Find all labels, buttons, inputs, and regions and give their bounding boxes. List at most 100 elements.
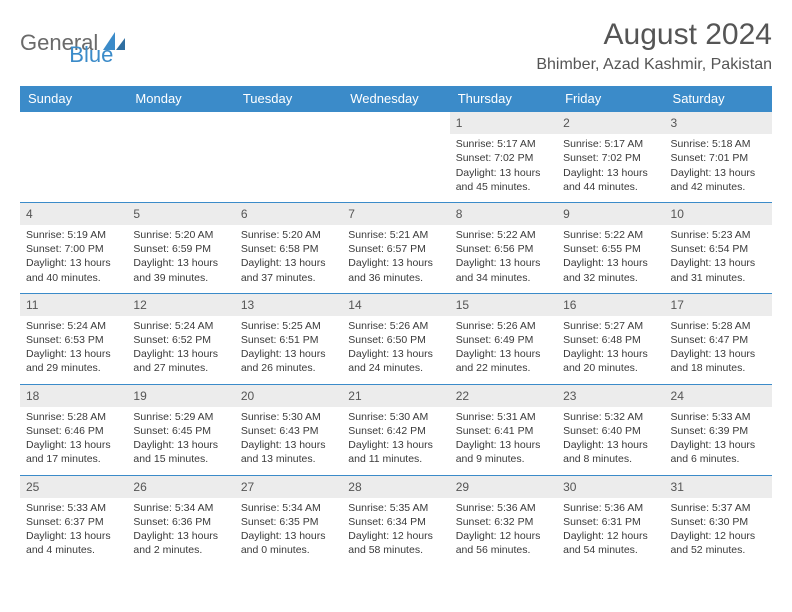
calendar-day-cell: [342, 112, 449, 203]
day-number: 2: [557, 112, 664, 134]
day-body: Sunrise: 5:23 AMSunset: 6:54 PMDaylight:…: [665, 225, 772, 293]
sunset-text: Sunset: 6:34 PM: [348, 515, 443, 529]
day-body: Sunrise: 5:22 AMSunset: 6:55 PMDaylight:…: [557, 225, 664, 293]
calendar-day-cell: 27Sunrise: 5:34 AMSunset: 6:35 PMDayligh…: [235, 475, 342, 565]
daylight-text: Daylight: 12 hours and 56 minutes.: [456, 529, 551, 557]
day-body: Sunrise: 5:33 AMSunset: 6:39 PMDaylight:…: [665, 407, 772, 475]
day-number: 28: [342, 476, 449, 498]
title-block: August 2024 Bhimber, Azad Kashmir, Pakis…: [536, 18, 772, 74]
sunrise-text: Sunrise: 5:37 AM: [671, 501, 766, 515]
day-header-row: Sunday Monday Tuesday Wednesday Thursday…: [20, 86, 772, 112]
day-header: Wednesday: [342, 86, 449, 112]
sunset-text: Sunset: 6:43 PM: [241, 424, 336, 438]
day-body: Sunrise: 5:28 AMSunset: 6:47 PMDaylight:…: [665, 316, 772, 384]
sunrise-text: Sunrise: 5:33 AM: [26, 501, 121, 515]
sunrise-text: Sunrise: 5:19 AM: [26, 228, 121, 242]
logo-text-blue: Blue: [69, 42, 113, 68]
sunrise-text: Sunrise: 5:20 AM: [133, 228, 228, 242]
sunrise-text: Sunrise: 5:17 AM: [563, 137, 658, 151]
day-number: 19: [127, 385, 234, 407]
sunset-text: Sunset: 6:52 PM: [133, 333, 228, 347]
calendar-day-cell: 21Sunrise: 5:30 AMSunset: 6:42 PMDayligh…: [342, 384, 449, 475]
day-body: Sunrise: 5:26 AMSunset: 6:49 PMDaylight:…: [450, 316, 557, 384]
calendar-week-row: 1Sunrise: 5:17 AMSunset: 7:02 PMDaylight…: [20, 112, 772, 203]
sunrise-text: Sunrise: 5:33 AM: [671, 410, 766, 424]
daylight-text: Daylight: 13 hours and 26 minutes.: [241, 347, 336, 375]
day-number: 18: [20, 385, 127, 407]
calendar-week-row: 11Sunrise: 5:24 AMSunset: 6:53 PMDayligh…: [20, 293, 772, 384]
daylight-text: Daylight: 12 hours and 52 minutes.: [671, 529, 766, 557]
day-number: 20: [235, 385, 342, 407]
day-number: 23: [557, 385, 664, 407]
sunset-text: Sunset: 6:35 PM: [241, 515, 336, 529]
daylight-text: Daylight: 13 hours and 18 minutes.: [671, 347, 766, 375]
daylight-text: Daylight: 13 hours and 6 minutes.: [671, 438, 766, 466]
location: Bhimber, Azad Kashmir, Pakistan: [536, 56, 772, 74]
day-number: 8: [450, 203, 557, 225]
sunset-text: Sunset: 7:00 PM: [26, 242, 121, 256]
sunset-text: Sunset: 6:30 PM: [671, 515, 766, 529]
day-body: Sunrise: 5:34 AMSunset: 6:36 PMDaylight:…: [127, 498, 234, 566]
sunrise-text: Sunrise: 5:24 AM: [133, 319, 228, 333]
daylight-text: Daylight: 13 hours and 4 minutes.: [26, 529, 121, 557]
daylight-text: Daylight: 13 hours and 42 minutes.: [671, 166, 766, 194]
daylight-text: Daylight: 12 hours and 54 minutes.: [563, 529, 658, 557]
day-body: Sunrise: 5:20 AMSunset: 6:59 PMDaylight:…: [127, 225, 234, 293]
sunrise-text: Sunrise: 5:18 AM: [671, 137, 766, 151]
day-number: 12: [127, 294, 234, 316]
calendar-day-cell: 13Sunrise: 5:25 AMSunset: 6:51 PMDayligh…: [235, 293, 342, 384]
sunset-text: Sunset: 6:53 PM: [26, 333, 121, 347]
day-header: Monday: [127, 86, 234, 112]
day-body: Sunrise: 5:21 AMSunset: 6:57 PMDaylight:…: [342, 225, 449, 293]
calendar-week-row: 18Sunrise: 5:28 AMSunset: 6:46 PMDayligh…: [20, 384, 772, 475]
calendar-day-cell: 8Sunrise: 5:22 AMSunset: 6:56 PMDaylight…: [450, 202, 557, 293]
day-number: 7: [342, 203, 449, 225]
calendar-day-cell: 22Sunrise: 5:31 AMSunset: 6:41 PMDayligh…: [450, 384, 557, 475]
sunrise-text: Sunrise: 5:28 AM: [26, 410, 121, 424]
day-number: 3: [665, 112, 772, 134]
daylight-text: Daylight: 13 hours and 11 minutes.: [348, 438, 443, 466]
daylight-text: Daylight: 13 hours and 24 minutes.: [348, 347, 443, 375]
sunset-text: Sunset: 6:48 PM: [563, 333, 658, 347]
sunrise-text: Sunrise: 5:29 AM: [133, 410, 228, 424]
daylight-text: Daylight: 13 hours and 29 minutes.: [26, 347, 121, 375]
calendar-day-cell: [20, 112, 127, 203]
day-body: Sunrise: 5:27 AMSunset: 6:48 PMDaylight:…: [557, 316, 664, 384]
calendar-day-cell: 9Sunrise: 5:22 AMSunset: 6:55 PMDaylight…: [557, 202, 664, 293]
day-body: Sunrise: 5:17 AMSunset: 7:02 PMDaylight:…: [557, 134, 664, 202]
day-number: 30: [557, 476, 664, 498]
day-number: 1: [450, 112, 557, 134]
calendar-day-cell: 17Sunrise: 5:28 AMSunset: 6:47 PMDayligh…: [665, 293, 772, 384]
day-number: 31: [665, 476, 772, 498]
sunset-text: Sunset: 7:02 PM: [563, 151, 658, 165]
day-number: 13: [235, 294, 342, 316]
day-number: 17: [665, 294, 772, 316]
calendar-day-cell: 29Sunrise: 5:36 AMSunset: 6:32 PMDayligh…: [450, 475, 557, 565]
sunrise-text: Sunrise: 5:36 AM: [563, 501, 658, 515]
calendar-day-cell: 6Sunrise: 5:20 AMSunset: 6:58 PMDaylight…: [235, 202, 342, 293]
day-body: Sunrise: 5:31 AMSunset: 6:41 PMDaylight:…: [450, 407, 557, 475]
sunset-text: Sunset: 6:56 PM: [456, 242, 551, 256]
sunrise-text: Sunrise: 5:22 AM: [456, 228, 551, 242]
calendar-day-cell: 30Sunrise: 5:36 AMSunset: 6:31 PMDayligh…: [557, 475, 664, 565]
calendar-day-cell: 11Sunrise: 5:24 AMSunset: 6:53 PMDayligh…: [20, 293, 127, 384]
daylight-text: Daylight: 13 hours and 45 minutes.: [456, 166, 551, 194]
day-body: Sunrise: 5:26 AMSunset: 6:50 PMDaylight:…: [342, 316, 449, 384]
calendar-day-cell: 5Sunrise: 5:20 AMSunset: 6:59 PMDaylight…: [127, 202, 234, 293]
sunset-text: Sunset: 6:49 PM: [456, 333, 551, 347]
calendar-day-cell: [235, 112, 342, 203]
sunset-text: Sunset: 6:51 PM: [241, 333, 336, 347]
daylight-text: Daylight: 13 hours and 8 minutes.: [563, 438, 658, 466]
sunrise-text: Sunrise: 5:21 AM: [348, 228, 443, 242]
calendar-day-cell: 24Sunrise: 5:33 AMSunset: 6:39 PMDayligh…: [665, 384, 772, 475]
day-body: Sunrise: 5:30 AMSunset: 6:43 PMDaylight:…: [235, 407, 342, 475]
calendar-day-cell: 28Sunrise: 5:35 AMSunset: 6:34 PMDayligh…: [342, 475, 449, 565]
sunrise-text: Sunrise: 5:24 AM: [26, 319, 121, 333]
logo: General Blue: [20, 18, 113, 68]
sunrise-text: Sunrise: 5:34 AM: [241, 501, 336, 515]
sunset-text: Sunset: 7:01 PM: [671, 151, 766, 165]
sunset-text: Sunset: 6:59 PM: [133, 242, 228, 256]
day-body: Sunrise: 5:25 AMSunset: 6:51 PMDaylight:…: [235, 316, 342, 384]
day-body: Sunrise: 5:18 AMSunset: 7:01 PMDaylight:…: [665, 134, 772, 202]
calendar-week-row: 4Sunrise: 5:19 AMSunset: 7:00 PMDaylight…: [20, 202, 772, 293]
